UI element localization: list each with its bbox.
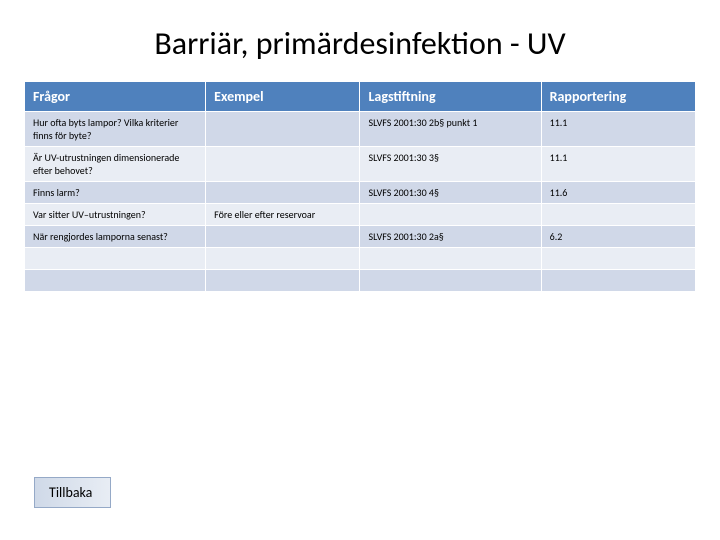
cell-lagstiftning: SLVFS 2001:30 3§ [360,147,541,182]
back-button[interactable]: Tillbaka [34,477,111,508]
table-row [25,270,696,292]
cell-rapportering: 11.1 [541,147,695,182]
cell-rapportering [541,204,695,226]
table-header-row: Frågor Exempel Lagstiftning Rapportering [25,82,696,112]
cell-fragor: Var sitter UV–utrustningen? [25,204,206,226]
cell-exempel [206,112,360,147]
cell-rapportering [541,270,695,292]
cell-rapportering: 11.6 [541,182,695,204]
cell-fragor [25,270,206,292]
cell-exempel [206,182,360,204]
cell-lagstiftning: SLVFS 2001:30 2b§ punkt 1 [360,112,541,147]
cell-exempel: Före eller efter reservoar [206,204,360,226]
cell-rapportering: 11.1 [541,112,695,147]
cell-lagstiftning: SLVFS 2001:30 4§ [360,182,541,204]
cell-lagstiftning [360,204,541,226]
cell-rapportering [541,248,695,270]
table-row: Finns larm? SLVFS 2001:30 4§11.6 [25,182,696,204]
table-container: Frågor Exempel Lagstiftning Rapportering… [0,81,720,292]
cell-lagstiftning [360,248,541,270]
col-header-fragor: Frågor [25,82,206,112]
table-row: Hur ofta byts lampor? Vilka kriterier fi… [25,112,696,147]
cell-lagstiftning: SLVFS 2001:30 2a§ [360,226,541,248]
table-row [25,248,696,270]
cell-exempel [206,248,360,270]
cell-fragor: Hur ofta byts lampor? Vilka kriterier fi… [25,112,206,147]
table-row: Var sitter UV–utrustningen?Före eller ef… [25,204,696,226]
cell-fragor: När rengjordes lamporna senast? [25,226,206,248]
col-header-exempel: Exempel [206,82,360,112]
cell-rapportering: 6.2 [541,226,695,248]
table-row: När rengjordes lamporna senast? SLVFS 200… [25,226,696,248]
table-row: Är UV-utrustningen dimensionerade efter … [25,147,696,182]
cell-exempel [206,226,360,248]
page-title: Barriär, primärdesinfektion - UV [0,0,720,81]
cell-lagstiftning [360,270,541,292]
cell-fragor: Finns larm? [25,182,206,204]
cell-exempel [206,270,360,292]
col-header-lagstiftning: Lagstiftning [360,82,541,112]
cell-exempel [206,147,360,182]
cell-fragor [25,248,206,270]
uv-table: Frågor Exempel Lagstiftning Rapportering… [24,81,696,292]
col-header-rapportering: Rapportering [541,82,695,112]
cell-fragor: Är UV-utrustningen dimensionerade efter … [25,147,206,182]
